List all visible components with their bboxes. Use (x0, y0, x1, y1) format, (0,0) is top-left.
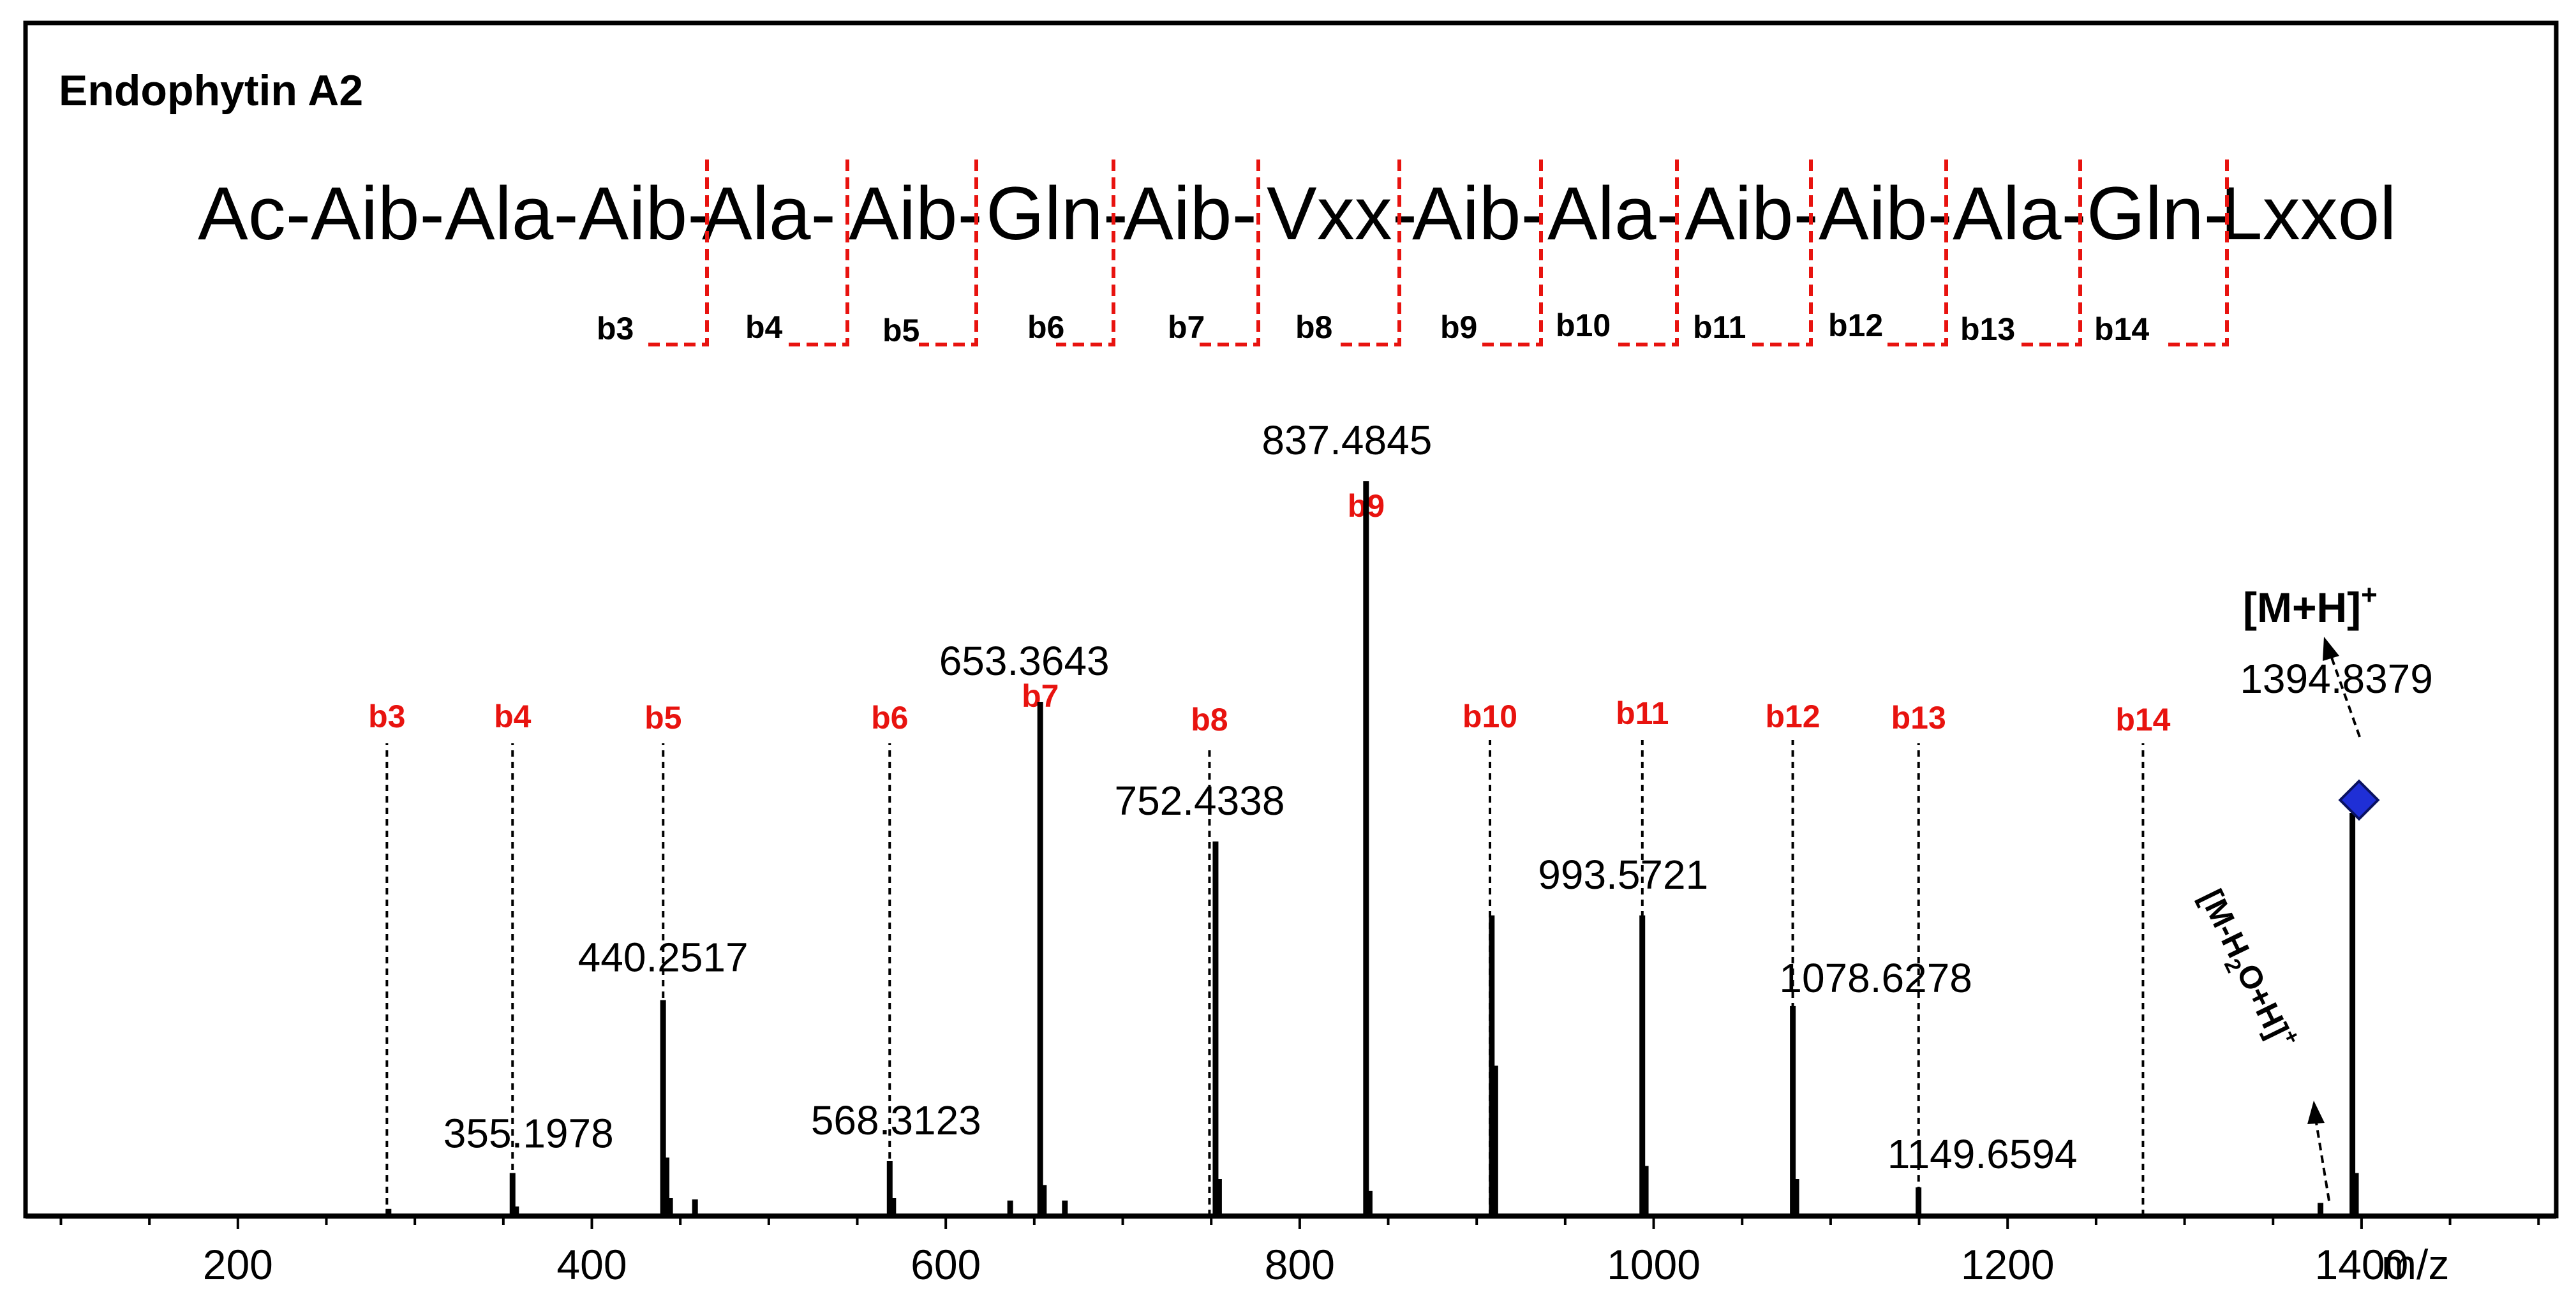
peak-mz-label: 752.4338 (1114, 778, 1284, 824)
bracket-b10 (1614, 160, 1679, 346)
bracket-label-b10: b10 (1556, 308, 1611, 343)
peak-mz-label: 568.3123 (811, 1097, 981, 1143)
sequence-residue: Aib- (1123, 172, 1257, 256)
sequence-residue: Aib- (849, 172, 983, 256)
x-tick-label: 200 (203, 1241, 273, 1288)
bracket-b8 (1339, 160, 1401, 346)
fragment-marker-label: b5 (644, 700, 681, 736)
bracket-label-b11: b11 (1693, 309, 1746, 345)
fragment-marker-label: b10 (1463, 699, 1517, 734)
peak-mz-label: 1394.8379 (2240, 656, 2433, 702)
sequence-residue: Aib- (1685, 172, 1819, 256)
bracket-label-b12: b12 (1828, 308, 1883, 343)
chart-title: Endophytin A2 (59, 66, 363, 115)
fragment-marker-label: b8 (1191, 702, 1228, 738)
bracket-label-b4: b4 (745, 309, 783, 345)
fragment-marker-label: b12 (1765, 699, 1820, 734)
x-tick-label: 1400 (2315, 1241, 2409, 1288)
bracket-label-b14: b14 (2094, 311, 2149, 347)
peak-mz-label: 837.4845 (1262, 417, 1432, 463)
bracket-label-b9: b9 (1440, 309, 1477, 345)
sequence-residue: Aib- (1819, 172, 1953, 256)
precursor-arrow-head (2323, 637, 2339, 661)
peak-mz-label: 355.1978 (443, 1111, 614, 1157)
sequence-residue: Aib- (1412, 172, 1546, 256)
sequence-residue: Gln- (2087, 172, 2229, 256)
x-tick-label: 1200 (1961, 1241, 2055, 1288)
bracket-b5 (919, 160, 978, 346)
fragment-marker-label: b13 (1891, 700, 1946, 736)
x-tick-label: 1000 (1607, 1241, 1701, 1288)
peaks-layer (385, 481, 2359, 1216)
bracket-label-b13: b13 (1960, 311, 2015, 347)
water-loss-arrow-line (2315, 1122, 2330, 1201)
fragment-marker-label: b14 (2115, 702, 2170, 738)
water-loss-part: O+H] (2230, 958, 2295, 1043)
bracket-label-b3: b3 (597, 311, 634, 346)
sequence-residue: Vxx- (1267, 172, 1417, 256)
bracket-b3 (646, 160, 709, 346)
water-loss-part: [M-H (2193, 884, 2256, 963)
peak-mz-label: 440.2517 (578, 935, 748, 981)
bracket-label-b5: b5 (882, 313, 919, 348)
x-ticks-layer: 200 400 600 800 1000 1200 1400 (59, 1216, 2540, 1288)
sequence-residue: Ala- (1953, 172, 2087, 256)
precursor-text: [M+H] (2243, 584, 2361, 631)
peak-mz-label: 653.3643 (939, 638, 1110, 684)
bracket-b6 (1056, 160, 1115, 346)
precursor-annotation: [M+H]+ (2243, 579, 2378, 631)
precursor-arrow-line (2329, 653, 2361, 738)
sequence-residue: Gln- (986, 172, 1128, 256)
water-loss-arrow (2307, 1101, 2330, 1201)
peak-mz-label: 1149.6594 (1887, 1131, 2078, 1177)
sequence-residue: Ala- (1547, 172, 1681, 256)
fragment-marker-label: b11 (1616, 695, 1669, 731)
bracket-label-b8: b8 (1295, 309, 1332, 345)
bracket-labels: b3 b4 b5 b6 b7 b8 b9 b10 b11 b12 b13 b14 (597, 308, 2149, 348)
bracket-b13 (2018, 160, 2082, 346)
x-axis-label: m/z (2381, 1241, 2449, 1288)
bracket-label-b6: b6 (1027, 309, 1064, 345)
bracket-b4 (786, 160, 849, 346)
bracket-b12 (1884, 160, 1948, 346)
x-tick-label: 600 (911, 1241, 981, 1288)
sequence-residue: Lxxol (2221, 172, 2396, 256)
x-tick-label: 400 (556, 1241, 627, 1288)
fragment-brackets (646, 160, 2229, 346)
peak-mz-label: 1078.6278 (1779, 955, 1972, 1001)
peak-mz-label: 993.5721 (1538, 852, 1708, 898)
bracket-label-b7: b7 (1168, 309, 1205, 345)
x-tick-label: 800 (1265, 1241, 1335, 1288)
fragment-marker-label: b3 (368, 699, 405, 734)
peak-labels-layer: 355.1978 440.2517 568.3123 653.3643 752.4338… (443, 417, 2433, 1177)
fragment-marker-label: b4 (494, 699, 532, 734)
precursor-charge: + (2361, 579, 2378, 611)
peptide-sequence: Ac-Aib-Ala-Aib- Ala- Aib- Gln- Aib- Vxx-… (198, 172, 2396, 256)
water-loss-annotation: [M-H2O+H]+ (2188, 882, 2305, 1057)
bracket-b14 (2166, 160, 2229, 346)
bracket-b9 (1479, 160, 1543, 346)
precursor-diamond-marker (2338, 779, 2380, 821)
sequence-residue: Ala- (702, 172, 836, 256)
precursor-arrow (2323, 637, 2361, 738)
bracket-b11 (1750, 160, 1813, 346)
bracket-b7 (1196, 160, 1260, 346)
sequence-residue: Ac-Aib-Ala-Aib- (198, 172, 713, 256)
water-loss-arrow-head (2307, 1101, 2325, 1124)
fragment-marker-label: b6 (871, 700, 908, 736)
